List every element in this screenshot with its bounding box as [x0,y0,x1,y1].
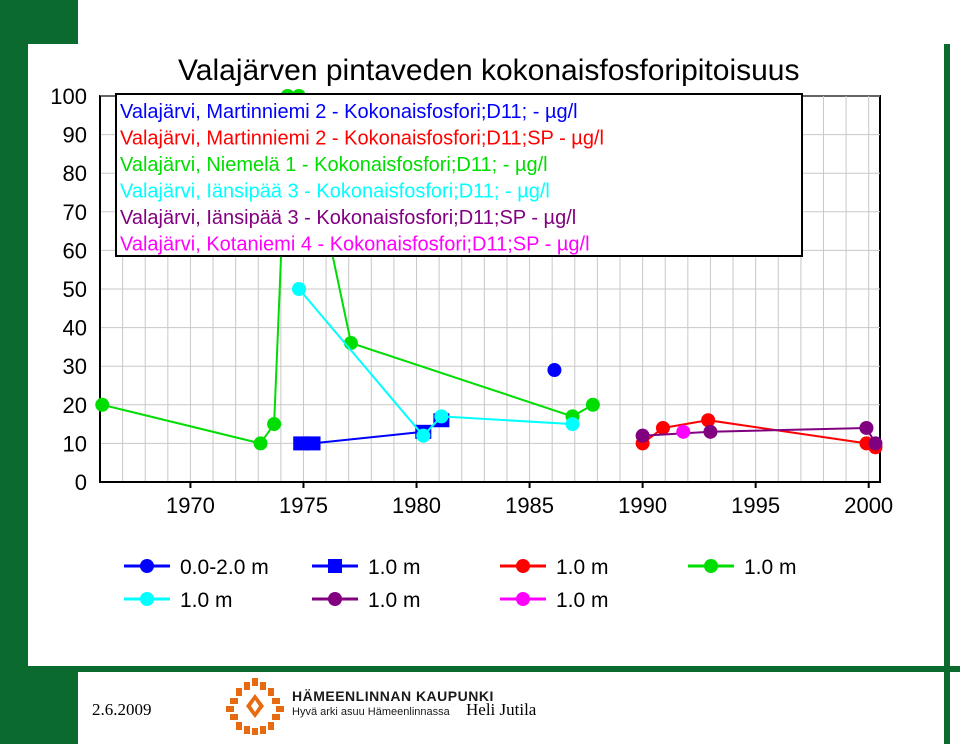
y-tick-label: 20 [63,393,87,418]
legend-item: 1.0 m [500,556,609,579]
legend-marker [140,559,154,573]
legend-marker [704,559,718,573]
legend-marker [516,559,530,573]
series-3 [291,282,580,443]
footer-area [78,672,944,744]
x-tick-label: 1975 [279,493,328,518]
legend-item: 1.0 m [124,589,233,612]
y-tick-label: 60 [63,238,87,263]
legend-entry: Valajärvi, Iänsipää 3 - Kokonaisfosfori;… [120,207,576,229]
y-tick-label: 10 [63,431,87,456]
legend-entry: Valajärvi, Niemelä 1 - Kokonaisfosfori;D… [120,154,548,176]
y-tick-label: 50 [63,277,87,302]
org-name: HÄMEENLINNAN KAUPUNKI [292,688,494,704]
y-tick-label: 40 [63,316,87,341]
data-point [416,428,431,443]
x-tick-label: 2000 [844,493,893,518]
series-line [642,426,877,444]
x-tick-label: 1995 [731,493,780,518]
data-point [253,436,268,451]
legend-item: 0.0-2.0 m [124,556,269,579]
corner-brand-block [0,0,78,44]
footer-date: 2.6.2009 [92,700,152,719]
legend-item: 1.0 m [500,589,609,612]
data-point [635,428,650,443]
legend-marker [140,592,154,606]
legend-marker [328,592,342,606]
data-point [859,420,874,435]
legend-entry: Valajärvi, Martinniemi 2 - Kokonaisfosfo… [120,101,578,123]
legend-label: 1.0 m [744,556,797,579]
footer-author: Heli Jutila [466,700,537,719]
chart-title: Valajärven pintaveden kokonaisfosforipit… [178,54,800,87]
y-tick-label: 80 [63,161,87,186]
axes: 0 10 20 30 40 50 60 70 80 90 100 1970 1975 1980 1985 19… [50,84,893,518]
legend-label: 1.0 m [368,589,421,612]
series-line [298,288,573,438]
legend-label: 1.0 m [556,589,609,612]
legend-label: 1.0 m [556,556,609,579]
data-point [434,409,449,424]
data-point [565,417,580,432]
x-tick-label: 1970 [166,493,215,518]
legend-entry: Valajärvi, Kotaniemi 4 - Kokonaisfosfori… [120,234,590,256]
series-0 [547,363,562,378]
x-tick-label: 1990 [618,493,667,518]
data-point [267,417,282,432]
data-point [655,420,670,435]
data-point [304,436,321,451]
legend-box [115,93,803,257]
legend-top: Valajärvi, Martinniemi 2 - Kokonaisfosfo… [115,93,803,257]
data-point [868,436,883,451]
legend-marker [516,592,530,606]
city-logo-icon [226,678,284,735]
bottom-brand-line [78,666,960,672]
legend-item: 1.0 m [688,556,797,579]
right-brand-line [944,44,950,744]
legend-entry: Valajärvi, Iänsipää 3 - Kokonaisfosfori;… [120,181,550,203]
data-point [676,424,691,439]
y-tick-label: 0 [75,470,87,495]
y-tick-label: 100 [50,84,87,109]
y-tick-label: 30 [63,354,87,379]
legend-label: 1.0 m [368,556,421,579]
legend-bottom: 0.0-2.0 m 1.0 m 1.0 m 1.0 m 1.0 m 1.0 m 1.0 m [124,556,797,612]
legend-marker [328,559,342,573]
series-5 [635,420,883,451]
legend-entry: Valajärvi, Martinniemi 2 - Kokonaisfosfo… [120,128,604,150]
data-point [291,282,306,296]
x-tick-label: 1980 [392,493,441,518]
legend-item: 1.0 m [312,556,421,579]
y-tick-label: 70 [63,200,87,225]
data-point [547,363,562,378]
legend-label: 1.0 m [180,589,233,612]
data-point [585,397,600,412]
data-point [95,397,110,412]
data-point [703,424,718,439]
x-tick-label: 1985 [505,493,554,518]
series-6 [676,424,691,439]
data-point [701,413,716,428]
org-slogan: Hyvä arki asuu Hämeenlinnassa [292,706,450,718]
legend-item: 1.0 m [312,589,421,612]
y-tick-label: 90 [63,123,87,148]
legend-label: 0.0-2.0 m [180,556,269,579]
